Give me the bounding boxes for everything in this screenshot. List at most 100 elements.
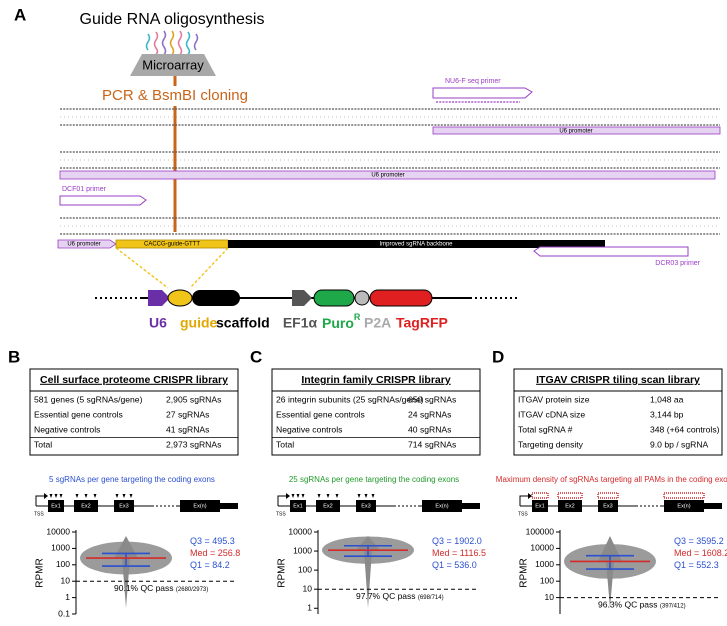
tss-label: TSS [34, 511, 44, 517]
table-cell: Targeting density [518, 439, 584, 449]
microarray-chip [130, 54, 216, 76]
y-axis-label: RPMR [277, 558, 288, 587]
table-cell: Essential gene controls [34, 409, 123, 419]
stat-value: 3595.2 [696, 536, 724, 546]
microarray-label: Microarray [142, 57, 204, 72]
tss-label: TSS [518, 511, 528, 517]
stat-label: Q3 = 3595.2 [674, 536, 724, 546]
sgrna-marks [301, 494, 305, 498]
y-tick-label: 1000 [535, 559, 554, 569]
exon-label: Ex1 [293, 503, 302, 509]
oligo-squiggles [145, 30, 199, 56]
qc-label: 90.1% QC pass (2680/2973) [114, 583, 208, 593]
qc-label: 97.7% QC pass (698/714) [356, 591, 444, 601]
table-cell: 650 sgRNAs [408, 394, 456, 404]
table-cell: Negative controls [34, 424, 100, 434]
construct-label: TagRFP [396, 315, 448, 331]
table-cell: ITGAV protein size [518, 394, 590, 404]
exon-label: Ex3 [603, 503, 612, 509]
stat-name: Q1 = [432, 560, 452, 570]
sgrna-marks [663, 492, 705, 499]
y-tick-label: 10 [303, 583, 313, 593]
exon-label: Ex(n) [435, 503, 448, 509]
stat-value: 1608.2 [702, 548, 727, 558]
exon-utr [704, 503, 722, 509]
exon [290, 500, 306, 512]
y-tick-label: 100 [56, 559, 70, 569]
table-cell: 24 sgRNAs [408, 409, 451, 419]
stat-name: Q1 = [190, 560, 210, 570]
exon [74, 500, 98, 512]
stat-name: Med = [432, 548, 457, 558]
sgrna-marks [357, 494, 361, 498]
stat-name: Q3 = [674, 536, 694, 546]
exon [598, 500, 618, 512]
feature-label: U6 promoter [371, 173, 404, 179]
sgrna-marks [59, 494, 63, 498]
y-tick-label: 0.1 [58, 608, 70, 618]
exon-label: Ex1 [535, 503, 544, 509]
table-cell: Total [34, 439, 52, 449]
stat-value: 495.3 [212, 536, 235, 546]
y-tick-label: 100 [298, 564, 312, 574]
stat-name: Q1 = [674, 560, 694, 570]
y-tick-label: 1 [307, 603, 312, 613]
feature-label: Improved sgRNA backbone [379, 242, 453, 248]
cloning-label: PCR & BsmBI cloning [102, 87, 248, 104]
y-axis-label: RPMR [519, 558, 530, 587]
table-cell: 9.0 bp / sgRNA [650, 439, 709, 449]
y-tick-label: 100000 [526, 526, 555, 536]
stat-value: 84.2 [212, 560, 230, 570]
stat-label: Med = 1116.5 [432, 548, 486, 558]
sgrna-marks [317, 494, 321, 498]
stat-label: Q1 = 84.2 [190, 560, 230, 570]
table-cell: Essential gene controls [276, 409, 365, 419]
feature-label: CACCG-guide-GTTT [144, 242, 200, 248]
sgrna-marks [557, 492, 583, 499]
qc-text: 97.7% QC pass [356, 591, 416, 601]
sgrna-marks [129, 494, 133, 498]
exon-label: Ex(n) [677, 503, 690, 509]
table-title: ITGAV CRISPR tiling scan library [536, 374, 700, 386]
y-tick-label: 10000 [46, 526, 70, 536]
y-tick-label: 10 [545, 592, 555, 602]
stat-value: 256.8 [218, 548, 241, 558]
exon [316, 500, 340, 512]
sgrna-marks [531, 492, 549, 499]
y-tick-label: 10 [61, 575, 71, 585]
panel-letter: A [14, 5, 26, 24]
exon [664, 500, 704, 512]
tss-arrow [519, 495, 528, 506]
construct-label: P2A [364, 315, 391, 331]
table-title: Integrin family CRISPR library [301, 374, 451, 386]
table-cell: 2,905 sgRNAs [166, 394, 221, 404]
exon [356, 500, 376, 512]
stat-name: Med = [674, 548, 699, 558]
table-cell: 1,048 aa [650, 394, 684, 404]
table-cell: 3,144 bp [650, 409, 684, 419]
table-cell: 27 sgRNAs [166, 409, 209, 419]
zoom-line [189, 247, 229, 289]
exon-utr [220, 503, 238, 509]
tss-arrow [44, 493, 48, 499]
y-tick-label: 1 [65, 592, 70, 602]
exon [422, 500, 462, 512]
oligo-title: Guide RNA oligosynthesis [80, 11, 265, 28]
swarm-tail [606, 561, 614, 608]
sgrna-marks [291, 494, 295, 498]
exon-label: Ex1 [51, 503, 60, 509]
table-box [271, 368, 481, 456]
swarm-top [356, 536, 380, 551]
tss-arrow [286, 493, 290, 499]
sgrna-marks [371, 494, 375, 498]
construct-label: scaffold [216, 315, 270, 331]
zoom-line [115, 247, 169, 289]
table-cell: Total [276, 439, 294, 449]
table-cell: 2,973 sgRNAs [166, 439, 221, 449]
exon-label: Ex2 [81, 503, 90, 509]
construct-label: guide [180, 315, 218, 331]
exon-label: Ex2 [565, 503, 574, 509]
exon-utr [462, 503, 480, 509]
sgrna-marks [49, 494, 53, 498]
